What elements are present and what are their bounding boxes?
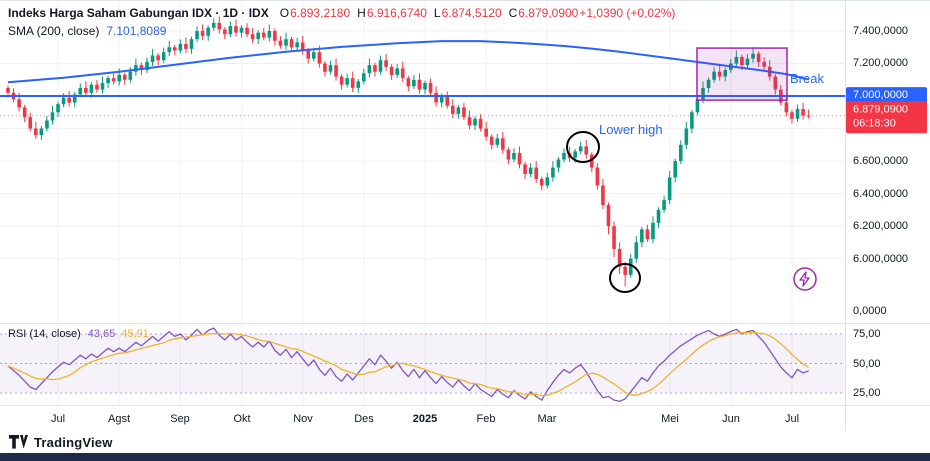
low-label: L: [433, 6, 441, 20]
price-axis-label: 7.400,0000: [853, 25, 909, 37]
circle-annotation[interactable]: [609, 263, 641, 293]
candlestick-series: [6, 16, 811, 287]
time-axis[interactable]: Jul Agst Sep Okt Nov Des 2025 Feb Mar Mei Jun Jul: [0, 405, 930, 431]
legend-row-sma: SMA (200, close) 7.101,8089: [8, 24, 675, 38]
change-value: +1,0390 (+0,02%): [579, 6, 676, 20]
lower-high-annotation-label[interactable]: Lower high: [599, 122, 663, 137]
price-axis-label: 25,00: [853, 387, 881, 399]
time-axis-label: Mei: [661, 413, 679, 425]
time-axis-label: Jul: [784, 413, 800, 425]
price-axis-label: 0,0000: [853, 305, 887, 317]
lightning-icon: [799, 271, 810, 287]
footer: TradingView: [0, 431, 930, 453]
price-axis-label: 6.000,0000: [853, 253, 909, 265]
sma-indicator-label[interactable]: SMA (200, close): [8, 24, 100, 38]
rsi-legend: RSI (14, close) 43,65 45,91: [8, 328, 149, 340]
price-badge: 6.879,0900 06:18:30: [846, 101, 927, 133]
price-axis[interactable]: 7.400,0000 7.200,0000 6.600,0000 6.400,0000…: [845, 1, 930, 431]
time-axis-label: Okt: [233, 413, 251, 425]
tradingview-logo-icon[interactable]: [9, 435, 28, 449]
price-chart-canvas[interactable]: [0, 1, 845, 405]
breakout-box-annotation[interactable]: [696, 47, 788, 101]
time-axis-label: Agst: [107, 413, 131, 425]
open-label: O: [279, 6, 290, 20]
open-value: 6.893,2180: [290, 6, 351, 20]
high-value: 6.916,6740: [366, 6, 427, 20]
time-axis-label: 2025: [412, 413, 438, 425]
rsi-value: 43,65: [87, 328, 116, 340]
time-axis-label: Sep: [170, 413, 190, 425]
rsi-ma-value: 45,91: [121, 328, 149, 340]
price-axis-label: 6.400,0000: [853, 188, 909, 200]
price-axis-label: 6.200,0000: [853, 220, 909, 232]
close-value: 6.879,0900: [518, 6, 579, 20]
symbol-title[interactable]: Indeks Harga Saham Gabungan IDX · 1D · I…: [8, 6, 269, 20]
sma-indicator-value: 7.101,8089: [106, 24, 167, 38]
time-axis-label: Jul: [50, 413, 66, 425]
time-axis-label: Jun: [722, 413, 740, 425]
chart-legend: Indeks Harga Saham Gabungan IDX · 1D · I…: [8, 6, 675, 38]
bottom-accent-bar: [0, 453, 930, 461]
price-axis-label: 7.200,0000: [853, 57, 909, 69]
rsi-ma-line[interactable]: [7, 332, 809, 397]
rsi-indicator-label[interactable]: RSI (14, close): [8, 328, 81, 340]
circle-annotation[interactable]: [566, 131, 600, 163]
time-axis-label: Feb: [476, 413, 496, 425]
price-axis-label: 50,00: [853, 358, 881, 370]
break-annotation-label[interactable]: Break: [790, 71, 824, 86]
pane-separator[interactable]: [0, 323, 930, 324]
time-axis-label: Nov: [293, 413, 313, 425]
high-label: H: [357, 6, 366, 20]
sma-200-line[interactable]: [7, 40, 809, 84]
close-label: C: [508, 6, 518, 20]
legend-row-symbol: Indeks Harga Saham Gabungan IDX · 1D · I…: [8, 6, 675, 20]
low-value: 6.874,5120: [441, 6, 502, 20]
price-axis-label: 6.600,0000: [853, 155, 909, 167]
time-axis-label: Des: [354, 413, 374, 425]
lightning-bubble[interactable]: [793, 267, 817, 291]
price-axis-label: 75,00: [853, 328, 881, 340]
time-axis-label: Mar: [537, 413, 557, 425]
rsi-line[interactable]: [7, 327, 809, 402]
price-badge: 7.000,0000: [846, 87, 927, 105]
brand-name[interactable]: TradingView: [34, 434, 113, 450]
